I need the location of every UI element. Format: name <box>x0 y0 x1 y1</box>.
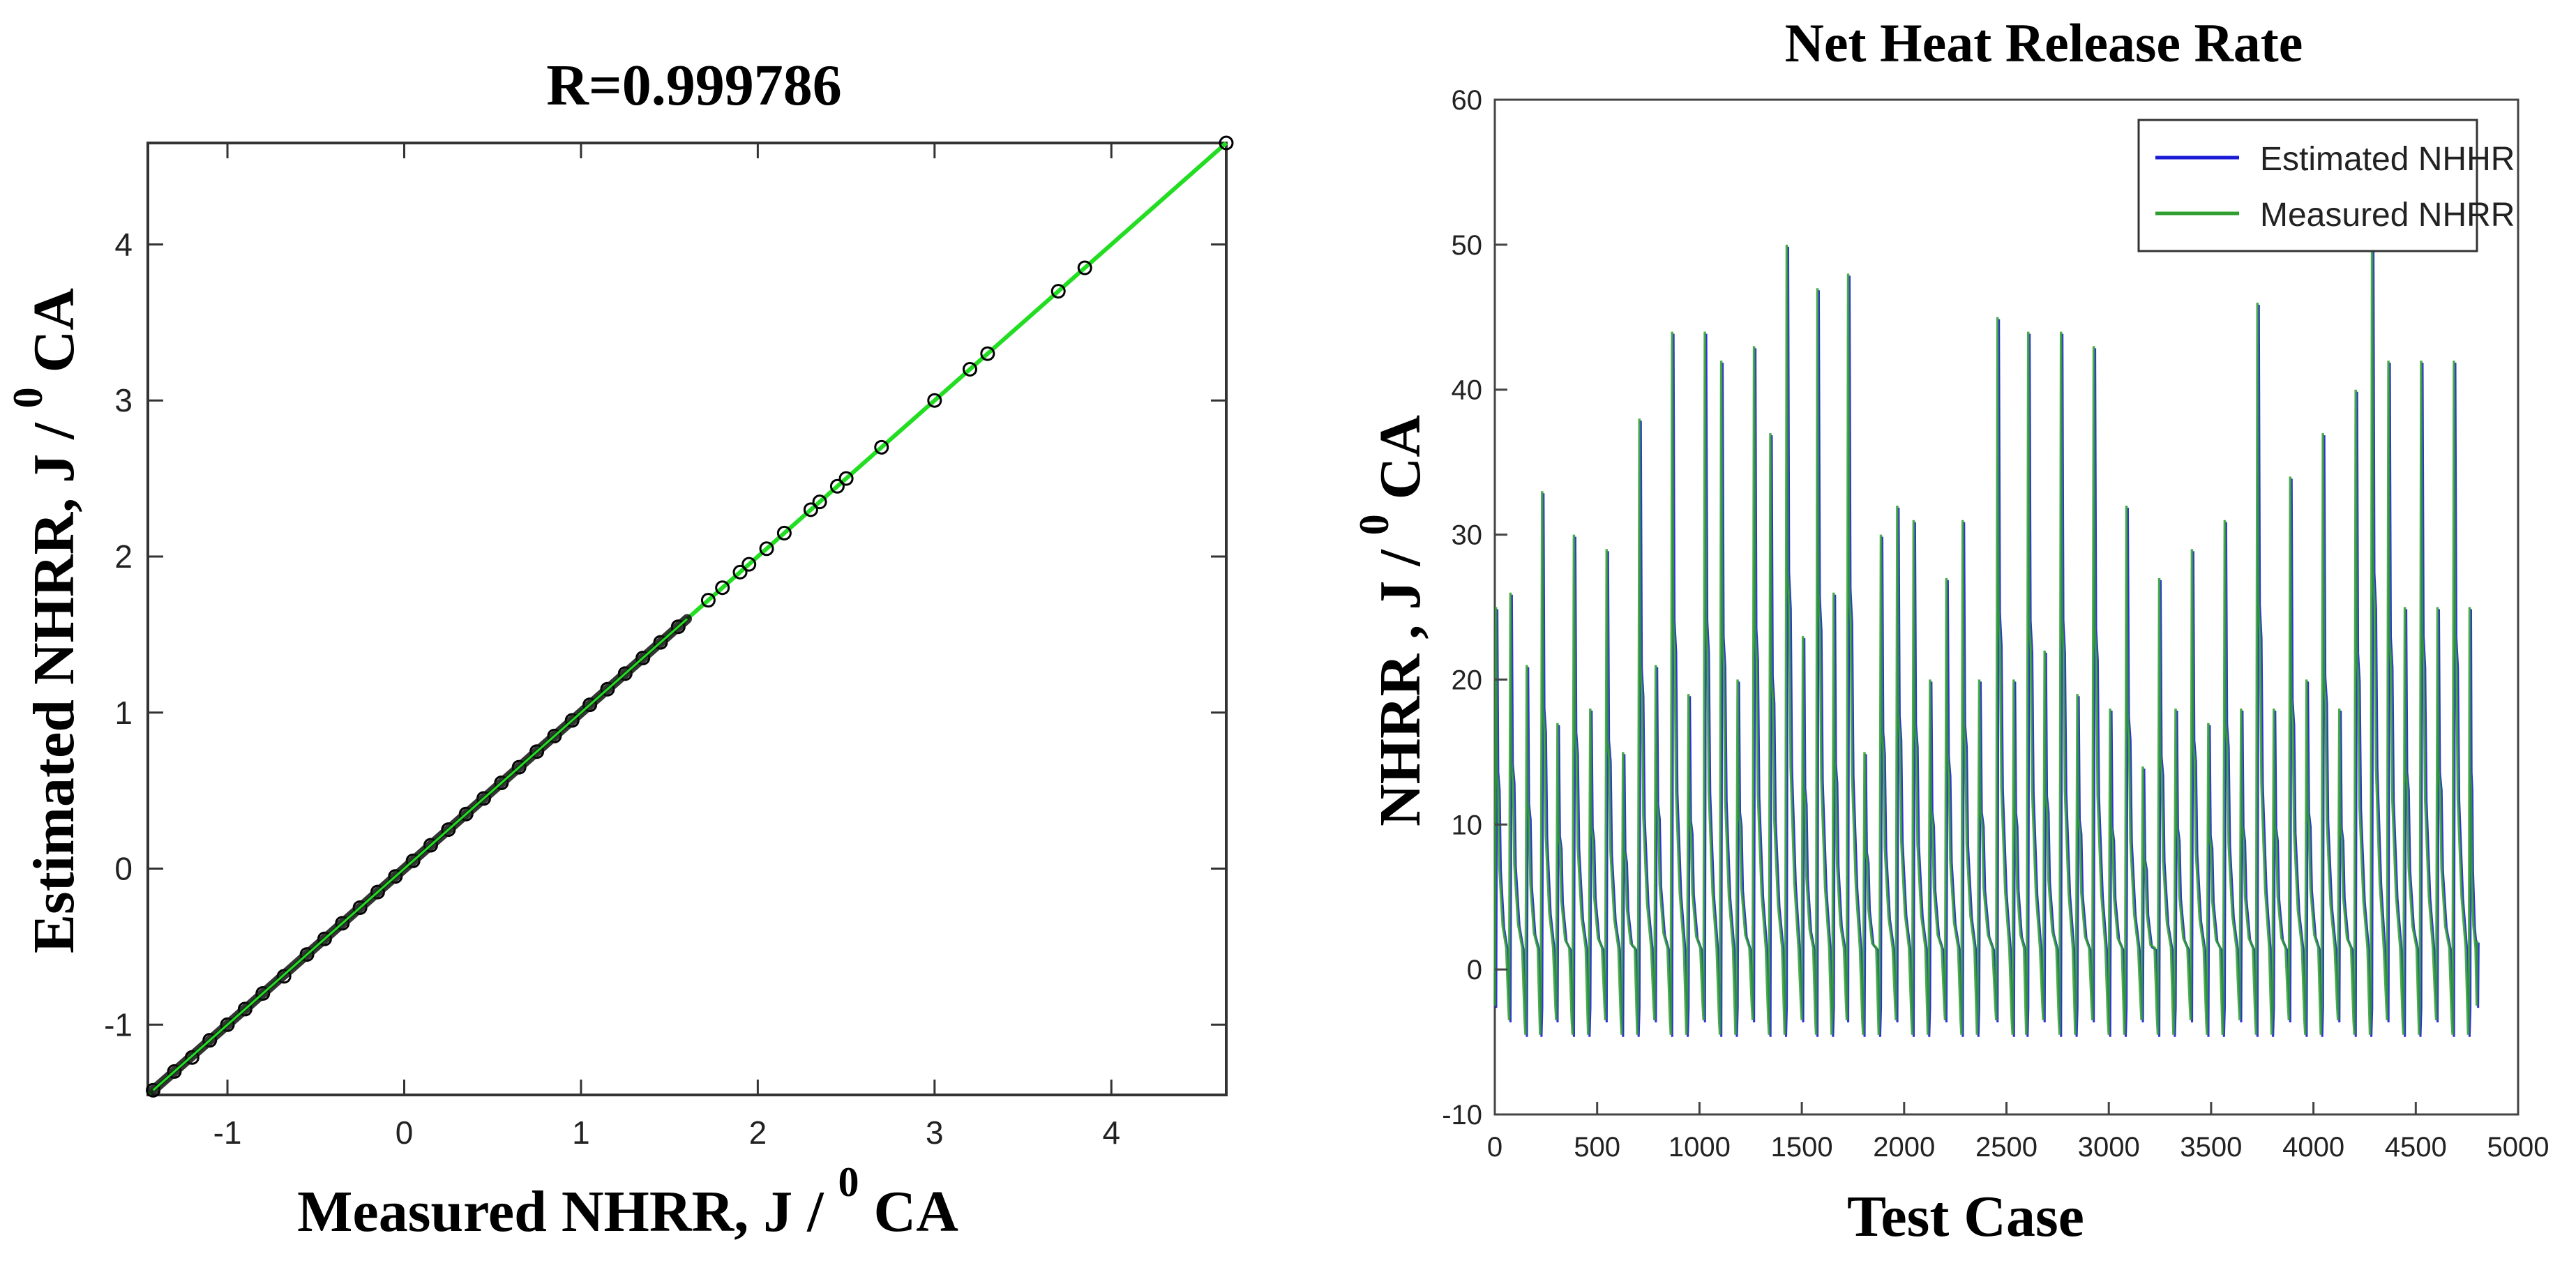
line-x-tick-label-4: 2000 <box>1873 1132 1935 1163</box>
scatter-x-tick-label-5: 4 <box>1102 1114 1120 1151</box>
scatter-point-41 <box>927 393 942 408</box>
line-x-tick-label-3: 1500 <box>1771 1132 1833 1163</box>
legend-label-measured: Measured NHRR <box>2260 197 2515 234</box>
line-x-tick-label-6: 3000 <box>2078 1132 2140 1163</box>
scatter-y-tick-label-3: 2 <box>114 538 133 575</box>
line-y-tick-label-0: -10 <box>1442 1100 1482 1130</box>
scatter-y-label: Estimated NHRR, J / 0 CA <box>5 288 86 953</box>
scatter-points <box>146 135 1234 1098</box>
scatter-point-32 <box>732 564 748 580</box>
scatter-point-39 <box>838 471 854 486</box>
scatter-title: R=0.999786 <box>546 53 842 118</box>
scatter-y-label-sup: 0 <box>5 387 51 408</box>
line-legend: Estimated NHHR Measured NHRR <box>2137 119 2515 252</box>
scatter-x-tick-label-2: 1 <box>572 1114 590 1151</box>
scatter-y-tick-label-0: -1 <box>104 1006 133 1043</box>
line-y-tick-label-4: 30 <box>1452 520 1483 551</box>
line-y-label-tail: CA <box>1368 415 1433 515</box>
scatter-point-37 <box>812 494 827 510</box>
series-measured-nhrr <box>1493 244 2479 1035</box>
line-x-tick-label-2: 1000 <box>1669 1132 1731 1163</box>
legend-label-estimated: Estimated NHHR <box>2260 141 2515 178</box>
line-y-tick-label-7: 60 <box>1452 85 1483 116</box>
scatter-y-label-main: Estimated NHRR, J / <box>22 408 86 953</box>
line-plot-area <box>1493 98 2519 1116</box>
scatter-x-label-sup: 0 <box>838 1159 859 1205</box>
line-x-tick-label-9: 4500 <box>2385 1132 2447 1163</box>
line-y-tick-label-1: 0 <box>1467 955 1482 985</box>
line-x-tick-label-5: 2500 <box>1975 1132 2038 1163</box>
scatter-x-label-main: Measured NHRR, J / <box>297 1179 838 1244</box>
scatter-point-35 <box>776 525 792 540</box>
scatter-point-33 <box>741 557 757 572</box>
scatter-point-40 <box>874 439 889 455</box>
line-y-label: NHRR , J / 0 CA <box>1351 415 1433 826</box>
scatter-axes: -1 0 1 2 3 4 -1 0 1 2 3 4 <box>104 143 1226 1151</box>
scatter-x-label-tail: CA <box>859 1179 959 1244</box>
legend-box <box>2137 119 2478 252</box>
scatter-chart: R=0.999786 -1 0 1 2 3 4 -1 0 1 2 3 4 Measured NHRR,… <box>5 53 1234 1244</box>
scatter-y-tick-label-4: 3 <box>114 382 133 418</box>
scatter-point-45 <box>1077 260 1092 275</box>
line-x-tick-label-7: 3500 <box>2180 1132 2242 1163</box>
line-chart: Net Heat Release Rate 0 500 1000 1500 2000 25… <box>1351 13 2549 1249</box>
line-y-tick-label-5: 40 <box>1452 375 1483 406</box>
line-y-label-sup: 0 <box>1351 514 1397 535</box>
scatter-y-tick-label-1: 0 <box>114 851 133 887</box>
scatter-y-tick-label-5: 4 <box>114 226 133 262</box>
line-y-tick-label-3: 20 <box>1452 665 1483 695</box>
line-series-group <box>1493 244 2480 1037</box>
scatter-point-38 <box>829 478 845 494</box>
line-y-label-main: NHRR , J / <box>1368 535 1433 826</box>
scatter-y-tick-label-2: 1 <box>114 695 133 731</box>
line-x-label: Test Case <box>1847 1184 2084 1249</box>
scatter-point-31 <box>715 580 730 596</box>
scatter-point-44 <box>1050 284 1066 299</box>
scatter-x-tick-label-1: 0 <box>396 1114 414 1151</box>
scatter-dense-fit <box>152 618 688 1091</box>
scatter-y-label-tail: CA <box>22 288 86 388</box>
scatter-point-42 <box>963 361 978 377</box>
line-x-tick-label-0: 0 <box>1487 1132 1502 1163</box>
line-y-tick-label-2: 10 <box>1452 810 1483 840</box>
scatter-x-tick-label-0: -1 <box>213 1114 242 1151</box>
line-x-tick-label-10: 5000 <box>2487 1132 2549 1163</box>
scatter-point-36 <box>803 502 818 517</box>
scatter-x-tick-label-3: 2 <box>749 1114 767 1151</box>
line-x-tick-label-8: 4000 <box>2282 1132 2344 1163</box>
line-title: Net Heat Release Rate <box>1785 13 2303 73</box>
scatter-point-46 <box>1219 135 1234 151</box>
scatter-point-43 <box>980 346 995 361</box>
scatter-point-30 <box>700 593 716 608</box>
scatter-point-34 <box>759 541 774 557</box>
scatter-x-tick-label-4: 3 <box>926 1114 944 1151</box>
line-axes: 0 500 1000 1500 2000 2500 3000 3500 4000 4500 5000… <box>1442 85 2549 1163</box>
line-x-tick-label-1: 500 <box>1574 1132 1620 1163</box>
line-y-tick-label-6: 50 <box>1452 230 1483 261</box>
scatter-x-label: Measured NHRR, J / 0 CA <box>297 1159 958 1244</box>
